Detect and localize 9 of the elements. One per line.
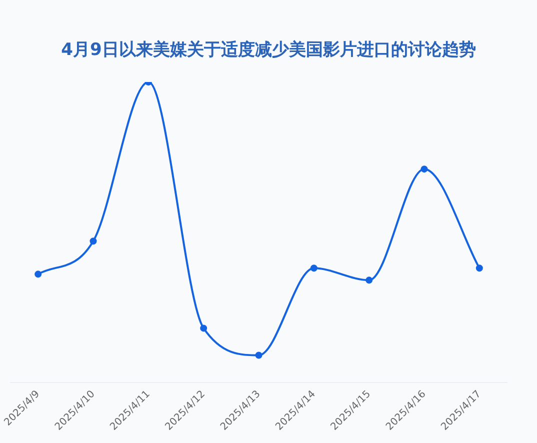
point — [200, 324, 208, 332]
point — [34, 270, 42, 278]
point — [420, 166, 428, 173]
point — [476, 264, 483, 272]
chart-title: 4月9日以来美媒关于适度减少美国影片进口的讨论趋势 — [60, 39, 477, 61]
point — [90, 238, 97, 245]
point — [366, 276, 373, 284]
point — [310, 264, 318, 272]
point — [255, 352, 262, 359]
